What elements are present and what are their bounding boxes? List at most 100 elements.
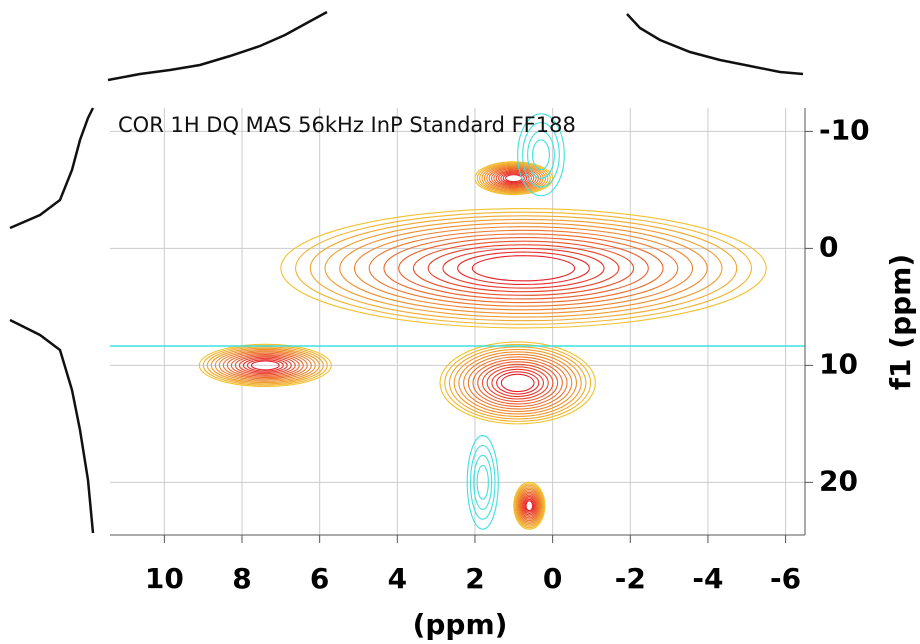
contour-line — [466, 435, 499, 530]
contour-line — [398, 237, 649, 300]
contour-line — [527, 130, 555, 179]
contour-line — [467, 356, 568, 410]
contour-line — [368, 229, 679, 307]
left-projection — [9, 107, 95, 534]
contour-line — [518, 490, 540, 522]
x-tick-label: -6 — [770, 562, 801, 595]
contour-line — [453, 348, 582, 417]
contour-line — [471, 255, 576, 282]
contour-line — [495, 170, 532, 187]
contour-line — [481, 164, 547, 193]
contour-line — [531, 139, 550, 171]
contour-line — [280, 208, 767, 329]
x-tick-label: 4 — [388, 562, 407, 595]
y-tick-label: 0 — [819, 230, 838, 263]
y-tick-label: 20 — [819, 464, 858, 497]
contour-line — [218, 350, 312, 381]
contour-line — [520, 493, 538, 519]
contour-line — [521, 494, 537, 517]
x-axis-label: (ppm) — [413, 608, 508, 641]
y-axis-label: f1 (ppm) — [884, 254, 917, 390]
y-tick-label: 10 — [819, 347, 858, 380]
peak — [280, 208, 767, 329]
contour-line — [238, 356, 292, 375]
contour-line — [474, 161, 554, 196]
contour-line — [476, 464, 489, 500]
peak — [513, 481, 546, 530]
contour-line — [502, 173, 525, 184]
contour-line — [442, 247, 605, 289]
x-tick-label: -2 — [615, 562, 646, 595]
contour-line — [525, 500, 534, 512]
contour-line — [496, 371, 540, 395]
contour-line — [324, 218, 723, 318]
plot-area — [110, 108, 805, 535]
top-projection — [107, 10, 804, 82]
contour-line — [486, 366, 549, 400]
contour-line — [522, 122, 560, 188]
x-tick-label: 8 — [232, 562, 251, 595]
contour-line — [383, 233, 664, 304]
contour-line — [497, 171, 530, 186]
contour-line — [516, 486, 543, 526]
contour-line — [513, 481, 546, 530]
x-tick-label: 2 — [465, 562, 484, 595]
contour-line — [242, 357, 288, 373]
contour-line — [473, 454, 493, 510]
contour-line — [517, 113, 565, 197]
contour-line — [479, 163, 549, 194]
contour-line — [222, 351, 308, 380]
contour-line — [514, 483, 545, 529]
contour-line — [226, 352, 304, 379]
contour-line — [500, 172, 528, 185]
contour-line — [490, 168, 537, 189]
peak — [466, 435, 499, 530]
contour-line — [476, 162, 551, 195]
chart-title: COR 1H DQ MAS 56kHz InP Standard FF188 — [118, 113, 576, 137]
x-tick-label: 6 — [310, 562, 329, 595]
contour-line — [517, 487, 542, 525]
contour-line — [206, 346, 324, 385]
contour-line — [444, 343, 592, 422]
contour-line — [230, 353, 300, 377]
contour-line — [500, 373, 535, 393]
contour-line — [339, 222, 708, 314]
x-tick-label: 0 — [543, 562, 562, 595]
contour-line — [472, 358, 563, 408]
contour-line — [246, 359, 284, 372]
contour-line — [439, 341, 596, 425]
contour-line — [210, 347, 320, 384]
contour-line — [519, 491, 539, 520]
contour-line — [481, 363, 554, 403]
contour-line — [469, 444, 496, 520]
peak — [439, 341, 596, 425]
x-tick-label: 10 — [145, 562, 184, 595]
contour-line — [250, 360, 280, 371]
contour-line — [427, 244, 620, 293]
peak — [517, 113, 565, 197]
contour-line — [515, 484, 544, 527]
contour-line — [214, 348, 316, 382]
contour-line — [477, 361, 559, 405]
y-tick-label: -10 — [819, 113, 870, 146]
contour-line — [522, 496, 536, 516]
contour-line — [524, 498, 535, 513]
contour-line — [493, 169, 535, 188]
contour-line — [198, 343, 332, 387]
contour-line — [491, 368, 545, 398]
contour-line — [295, 211, 752, 325]
contour-line — [458, 351, 578, 415]
plot — [110, 108, 805, 535]
contour-line — [457, 251, 590, 286]
contour-line — [448, 346, 587, 420]
contour-line — [353, 226, 694, 311]
x-tick-label: -4 — [692, 562, 723, 595]
contour-line — [517, 488, 541, 523]
contour-line — [523, 497, 536, 515]
contour-line — [412, 240, 635, 296]
contour-line — [463, 353, 573, 412]
contour-line — [309, 215, 738, 322]
contour-line — [505, 174, 523, 183]
contour-line — [234, 355, 296, 376]
